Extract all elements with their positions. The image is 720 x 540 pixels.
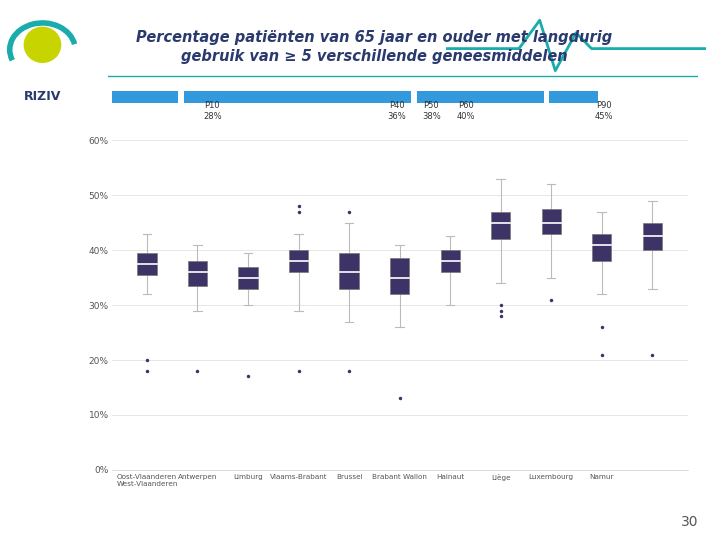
Bar bbox=[289, 250, 308, 272]
Text: P50
38%: P50 38% bbox=[422, 102, 441, 120]
Bar bbox=[184, 91, 411, 103]
Bar bbox=[339, 253, 359, 288]
Circle shape bbox=[24, 28, 60, 62]
Text: P40
36%: P40 36% bbox=[387, 102, 406, 120]
Text: P90
45%: P90 45% bbox=[595, 102, 613, 120]
Text: P60
40%: P60 40% bbox=[456, 102, 475, 120]
Text: Percentage patiënten van 65 jaar en ouder met langdurig: Percentage patiënten van 65 jaar en oude… bbox=[136, 30, 613, 45]
Bar bbox=[549, 91, 598, 103]
Bar bbox=[441, 250, 460, 272]
Bar bbox=[238, 267, 258, 288]
Bar bbox=[138, 253, 156, 275]
Bar bbox=[643, 222, 662, 250]
Text: RIZIV: RIZIV bbox=[24, 90, 61, 103]
Text: P10
28%: P10 28% bbox=[203, 102, 222, 120]
Bar bbox=[188, 261, 207, 286]
Text: gebruik van ≥ 5 verschillende geneesmiddelen: gebruik van ≥ 5 verschillende geneesmidd… bbox=[181, 49, 567, 64]
Text: 30: 30 bbox=[681, 515, 698, 529]
Bar bbox=[491, 212, 510, 239]
Bar bbox=[417, 91, 544, 103]
Bar bbox=[390, 259, 409, 294]
Bar bbox=[592, 234, 611, 261]
Bar bbox=[112, 91, 178, 103]
Bar bbox=[541, 209, 561, 234]
